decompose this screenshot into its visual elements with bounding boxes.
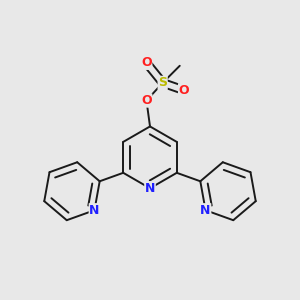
Text: N: N	[145, 182, 155, 195]
Text: S: S	[158, 76, 167, 89]
Text: O: O	[141, 94, 152, 107]
Text: N: N	[200, 204, 211, 217]
Text: N: N	[89, 204, 100, 217]
Text: O: O	[141, 56, 152, 69]
Text: O: O	[178, 84, 189, 97]
